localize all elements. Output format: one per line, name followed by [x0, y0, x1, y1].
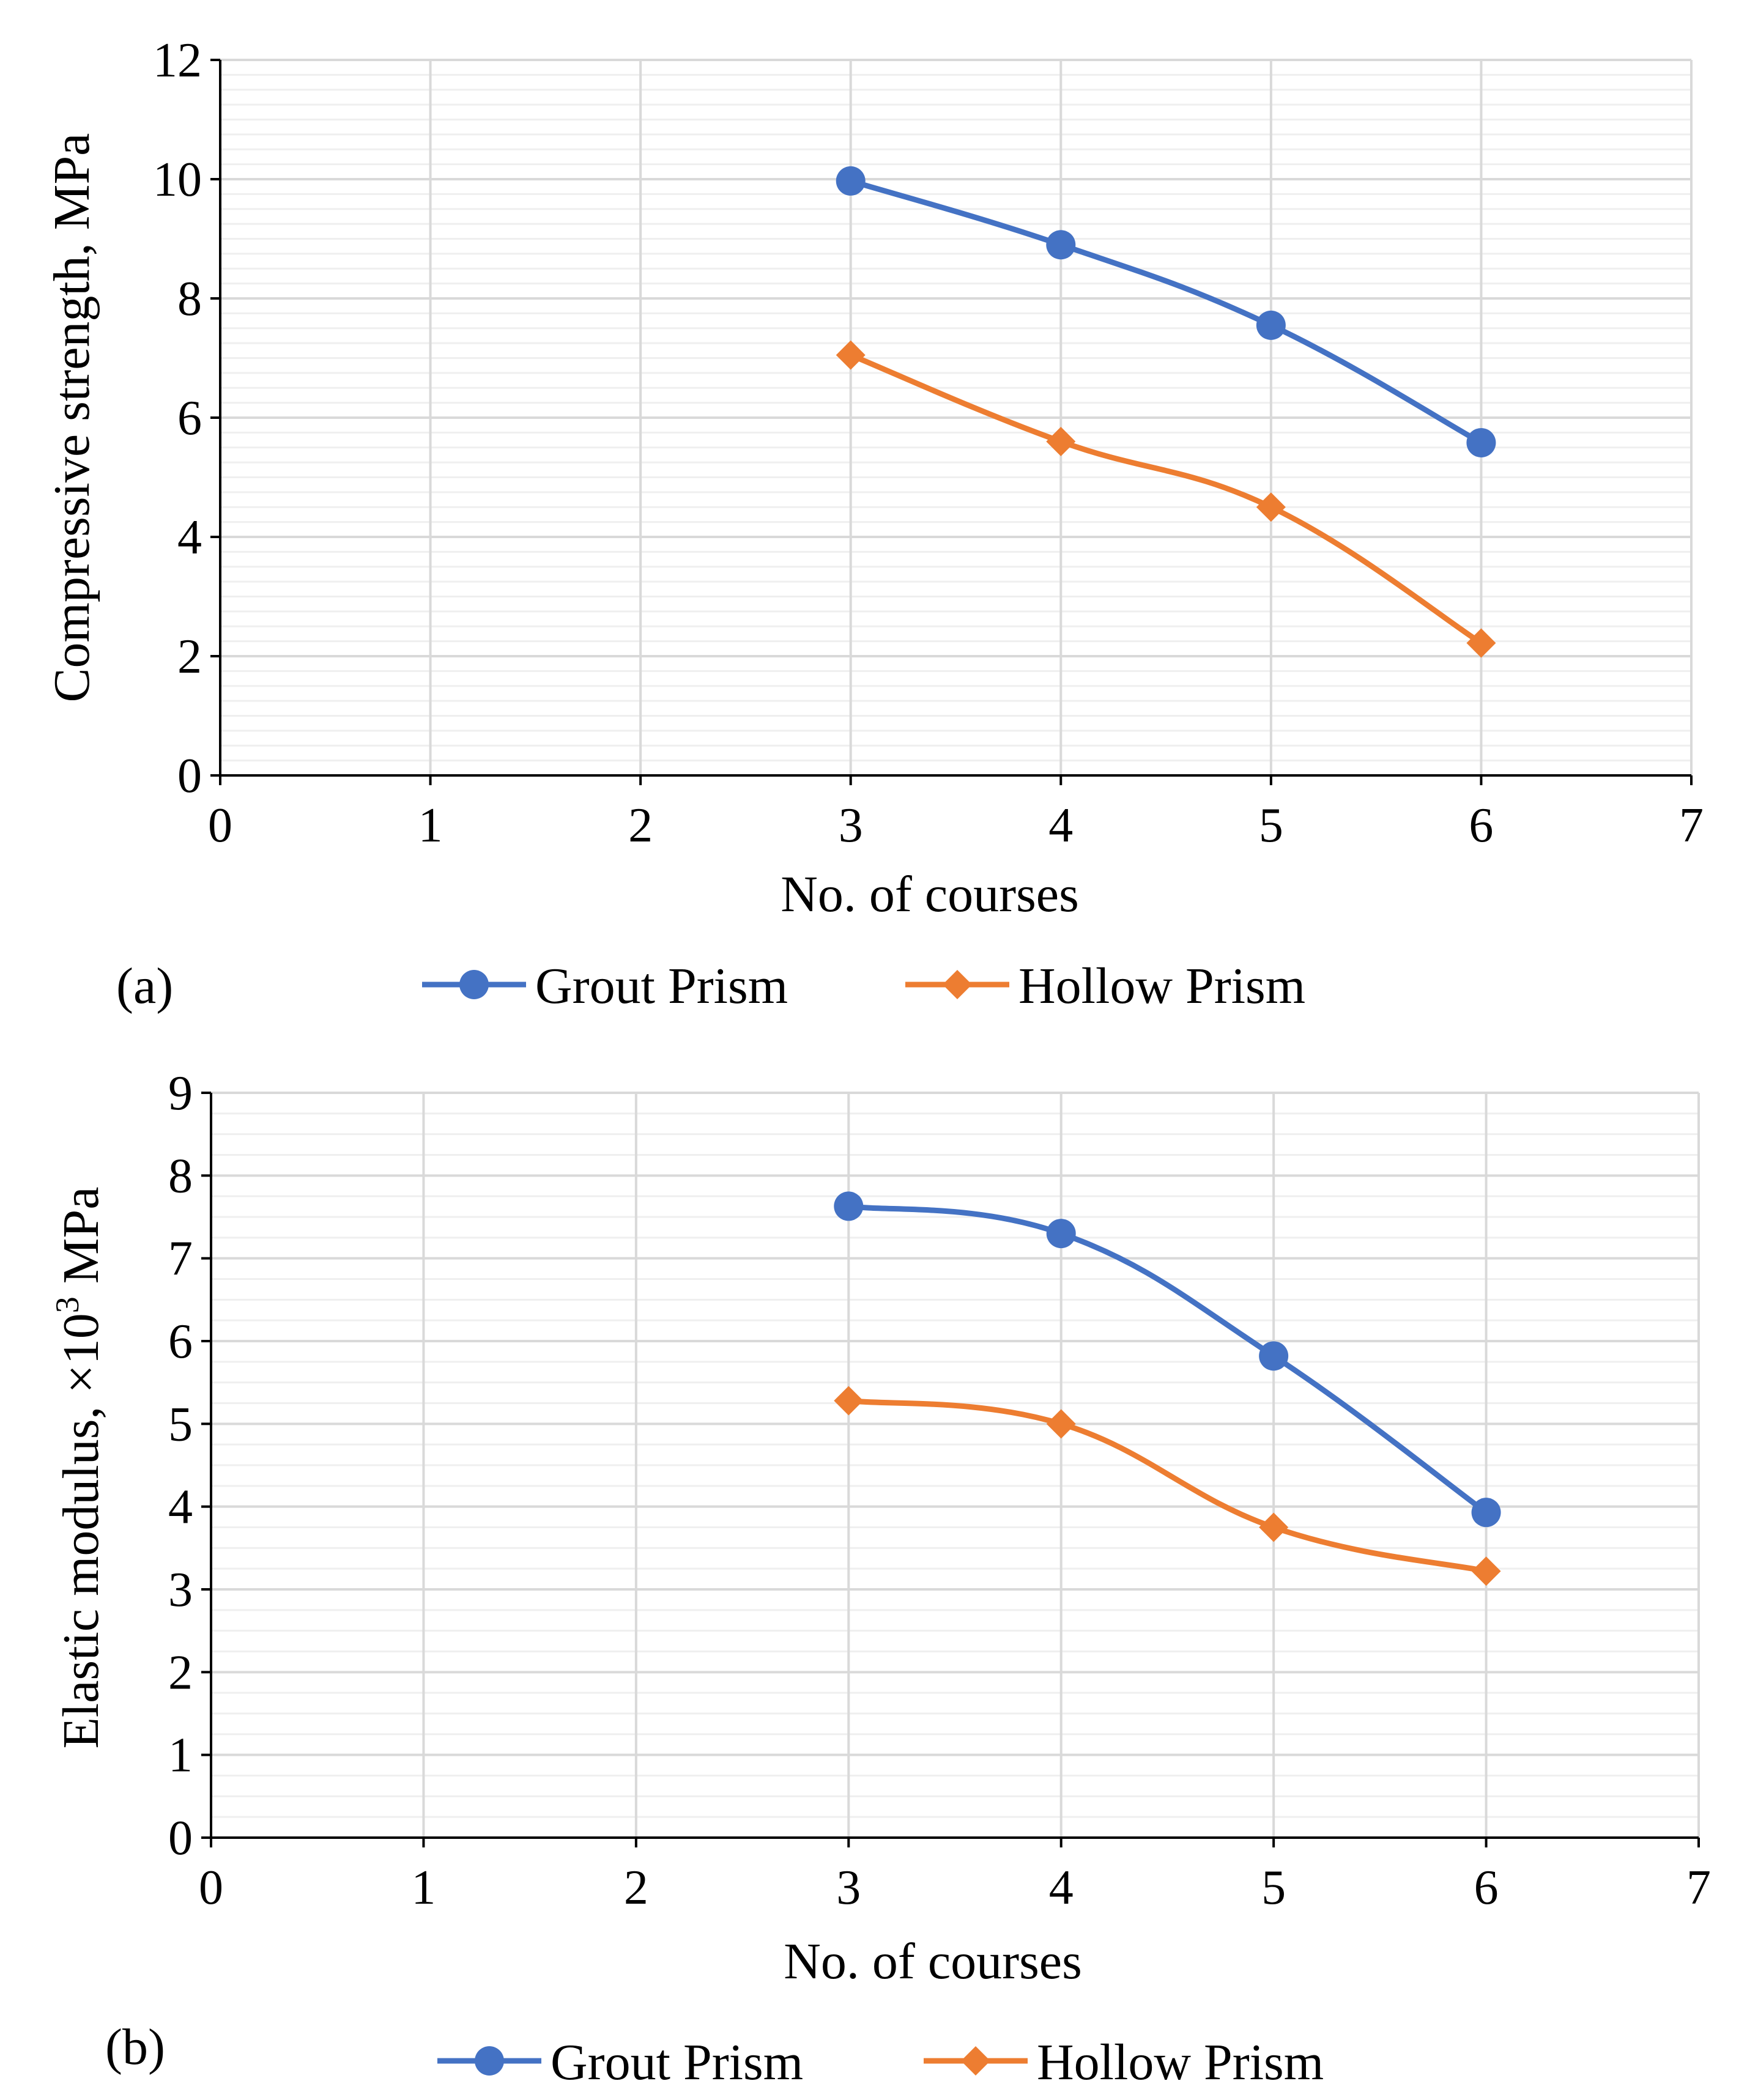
data-point-grout-prism [834, 1191, 864, 1221]
x-tick-label: 0 [208, 799, 232, 852]
data-point-hollow-prism [1256, 492, 1286, 522]
x-tick-label: 1 [411, 1861, 436, 1915]
y-tick-label: 4 [168, 1481, 193, 1534]
x-tick-label: 7 [1679, 799, 1704, 852]
chart-a-ylabel: Compressive strength, MPa [43, 133, 100, 703]
legend-a-grout: Grout Prism [422, 958, 788, 1015]
x-tick-label: 2 [624, 1861, 648, 1915]
data-point-grout-prism [1466, 427, 1496, 457]
chart-b-series [834, 1191, 1501, 1586]
y-tick-label: 2 [168, 1646, 193, 1699]
y-tick-label: 12 [153, 34, 202, 87]
data-point-hollow-prism [1046, 427, 1076, 456]
y-tick-label: 7 [168, 1232, 193, 1286]
data-point-grout-prism [836, 166, 866, 196]
y-tick-label: 1 [168, 1729, 193, 1783]
chart-a-grid [220, 59, 1693, 775]
chart-b-legend: Grout Prism Hollow Prism [437, 2034, 1324, 2091]
x-tick-label: 2 [628, 799, 653, 852]
data-point-hollow-prism [1259, 1512, 1289, 1542]
series-line-hollow-prism [848, 352, 1484, 646]
x-tick-label: 6 [1474, 1861, 1499, 1915]
legend-b-hollow-label: Hollow Prism [1037, 2034, 1324, 2091]
legend-a-hollow-label: Hollow Prism [1018, 958, 1305, 1015]
data-point-hollow-prism [1466, 628, 1496, 658]
data-point-hollow-prism [1046, 1409, 1076, 1439]
y-tick-label: 0 [168, 1811, 193, 1865]
legend-a-hollow-marker [943, 970, 972, 999]
y-tick-label: 9 [168, 1067, 193, 1120]
y-tick-label: 8 [177, 272, 202, 326]
legend-b-grout-marker [475, 2046, 504, 2076]
x-tick-label: 5 [1261, 1861, 1286, 1915]
data-point-grout-prism [1046, 230, 1076, 260]
x-tick-label: 3 [839, 799, 863, 852]
chart-b-ticks: 0 1 2 3 4 5 6 7 8 9 0 1 2 3 4 5 6 7 [168, 1067, 1711, 1915]
y-tick-label: 4 [177, 511, 202, 564]
y-tick-label: 6 [168, 1315, 193, 1369]
data-point-grout-prism [1259, 1341, 1289, 1371]
legend-b-hollow: Hollow Prism [924, 2034, 1324, 2091]
legend-a-grout-marker [459, 970, 489, 999]
y-tick-label: 8 [168, 1149, 193, 1203]
chart-a-xlabel: No. of courses [781, 866, 1079, 923]
y-tick-label: 5 [168, 1397, 193, 1451]
chart-b-panel-label: (b) [105, 2019, 165, 2076]
series-line-hollow-prism [845, 1397, 1489, 1574]
chart-b-ylabel-sup: 3 [49, 1296, 86, 1313]
legend-a-grout-label: Grout Prism [535, 958, 788, 1015]
x-tick-label: 0 [199, 1861, 223, 1915]
y-tick-label: 10 [153, 153, 202, 207]
chart-b: 0 1 2 3 4 5 6 7 8 9 0 1 2 3 4 5 6 7 No. of courses Elasti… [49, 1067, 1711, 2091]
y-tick-label: 3 [168, 1563, 193, 1617]
y-tick-label: 6 [177, 391, 202, 445]
x-tick-label: 5 [1259, 799, 1283, 852]
legend-b-grout-label: Grout Prism [551, 2034, 803, 2091]
legend-b-grout: Grout Prism [437, 2034, 803, 2091]
chart-b-ylabel-suffix: MPa [53, 1186, 109, 1296]
x-tick-label: 4 [1048, 799, 1073, 852]
x-tick-label: 7 [1686, 1861, 1711, 1915]
data-point-hollow-prism [1471, 1556, 1501, 1586]
x-tick-label: 6 [1469, 799, 1493, 852]
chart-a-panel-label: (a) [116, 958, 173, 1015]
chart-b-grid [211, 1092, 1700, 1838]
y-tick-label: 0 [177, 749, 202, 803]
chart-b-ylabel: Elastic modulus, ×103 MPa [49, 1186, 109, 1748]
chart-a-legend: Grout Prism Hollow Prism [422, 958, 1305, 1015]
x-tick-label: 4 [1049, 1861, 1074, 1915]
data-point-grout-prism [1471, 1498, 1501, 1528]
data-point-hollow-prism [836, 340, 866, 370]
x-tick-label: 1 [418, 799, 443, 852]
chart-b-xlabel: No. of courses [784, 1933, 1082, 1990]
chart-a-series [836, 166, 1496, 658]
legend-a-hollow: Hollow Prism [905, 958, 1305, 1015]
y-tick-label: 2 [177, 630, 202, 684]
data-point-hollow-prism [834, 1386, 864, 1416]
data-point-grout-prism [1256, 310, 1286, 340]
series-line-grout-prism [848, 178, 1484, 446]
series-line-grout-prism [845, 1203, 1489, 1515]
chart-b-ylabel-main: Elastic modulus, ×10 [53, 1313, 109, 1748]
legend-b-hollow-marker [961, 2046, 990, 2076]
x-tick-label: 3 [836, 1861, 861, 1915]
data-point-grout-prism [1046, 1219, 1076, 1249]
